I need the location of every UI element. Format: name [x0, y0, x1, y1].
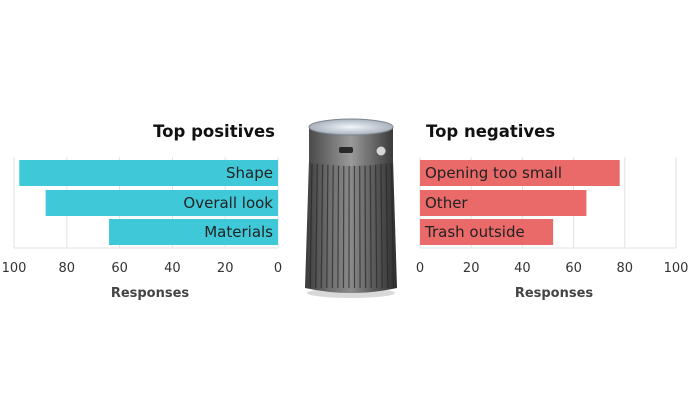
- can-body: [305, 160, 397, 293]
- positives-x-axis-title: Responses: [111, 286, 190, 301]
- pos-bar: [109, 219, 278, 245]
- pos-tick-label: 20: [217, 261, 234, 276]
- can-rib: [375, 163, 378, 289]
- pos-tick-label: 0: [274, 261, 282, 276]
- neg-tick-label: 60: [565, 261, 582, 276]
- can-rib: [385, 163, 389, 289]
- can-sensor: [339, 147, 353, 153]
- negatives-x-axis-title: Responses: [515, 286, 594, 301]
- pos-tick-label: 80: [59, 261, 76, 276]
- neg-tick-label: 20: [463, 261, 480, 276]
- pos-tick-label: 100: [2, 261, 27, 276]
- pos-bar-label: Overall look: [183, 194, 273, 212]
- negatives-bar-labels: Opening too small Other Trash outside: [424, 164, 562, 241]
- can-lid: [308, 118, 394, 136]
- can-rib: [320, 163, 324, 289]
- neg-bar: [420, 160, 620, 186]
- can-rib: [309, 163, 313, 289]
- neg-tick-label: 100: [664, 261, 689, 276]
- positives-bars: [19, 160, 279, 245]
- negatives-chart: Top negatives Opening too small Other Tras…: [416, 122, 689, 301]
- can-rib: [326, 163, 329, 289]
- can-rib: [337, 163, 340, 289]
- can-button: [375, 145, 387, 157]
- can-rib: [315, 163, 318, 289]
- positives-title: Top positives: [153, 122, 275, 141]
- positives-tick-labels: 100 80 60 40 20 0: [2, 261, 283, 276]
- can-ribs: [309, 163, 394, 289]
- pos-bar-label: Shape: [226, 164, 273, 182]
- pos-bar: [19, 160, 279, 186]
- trash-can-image: [305, 118, 397, 298]
- neg-tick-label: 0: [416, 261, 424, 276]
- neg-bar-label: Opening too small: [425, 164, 562, 182]
- positives-bar-labels: Shape Overall look Materials: [183, 164, 273, 241]
- can-rib: [390, 163, 394, 289]
- can-rib: [369, 163, 372, 289]
- can-rib: [380, 163, 383, 289]
- pos-tick-label: 60: [111, 261, 128, 276]
- pos-bar: [45, 190, 279, 216]
- neg-tick-label: 80: [617, 261, 634, 276]
- negatives-tick-labels: 0 20 40 60 80 100: [416, 261, 689, 276]
- negatives-bars: [420, 160, 620, 245]
- neg-bar-label: Other: [425, 194, 468, 212]
- neg-bar: [420, 190, 587, 216]
- pos-bar-label: Materials: [204, 223, 273, 241]
- positives-chart: Top positives Shape Overall look Materials…: [2, 122, 283, 301]
- can-rib: [331, 163, 334, 289]
- neg-bar-label: Trash outside: [424, 223, 525, 241]
- can-rib: [364, 163, 367, 289]
- pos-tick-label: 40: [164, 261, 181, 276]
- neg-bar: [420, 219, 554, 245]
- negatives-title: Top negatives: [426, 122, 555, 141]
- neg-tick-label: 40: [514, 261, 531, 276]
